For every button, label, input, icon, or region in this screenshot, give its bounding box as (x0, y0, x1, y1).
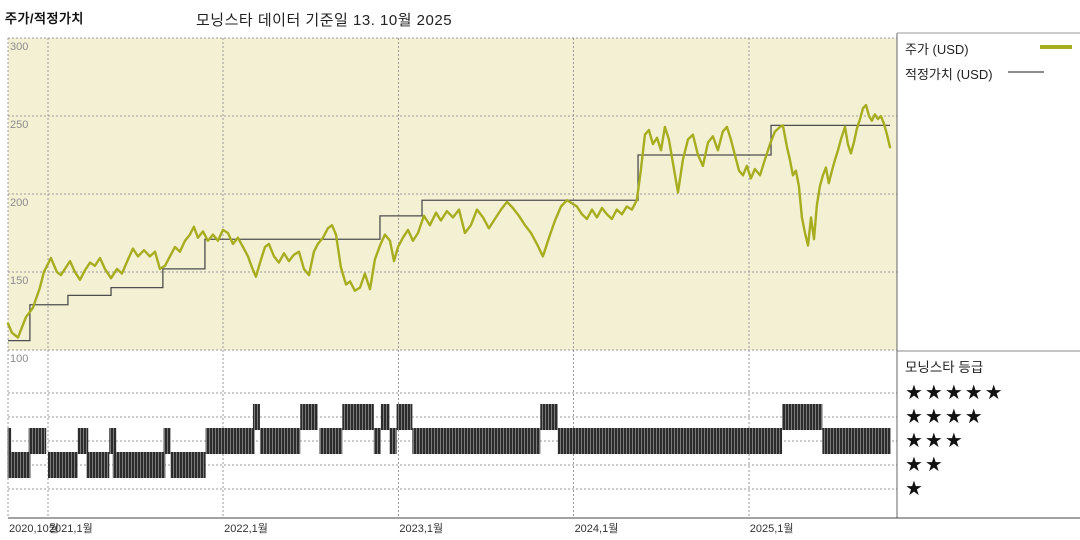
legend-fair-value-label: 적정가치 (USD) (905, 67, 993, 82)
x-axis-label: 2020,10월 (9, 522, 59, 535)
rating-segment-2-star (47, 452, 78, 478)
page-title: 주가/적정가치 (5, 11, 84, 26)
fair-value-line (8, 124, 890, 342)
rating-segment-4-star (396, 404, 413, 430)
rating-segment-3-star (28, 428, 47, 454)
rating-segment-3-star (557, 428, 783, 454)
rating-segment-2-star (170, 452, 206, 478)
y-axis-label: 200 (10, 197, 28, 209)
rating-segment-4-star (782, 404, 823, 430)
rating-segment-3-star (205, 428, 255, 454)
rating-segment-2-star (112, 452, 166, 478)
x-axis-label: 2022,1월 (224, 522, 268, 535)
y-axis-label: 250 (10, 119, 28, 131)
rating-segment-3-star (412, 428, 541, 454)
fair-value-line-swatch (1008, 71, 1044, 73)
rating-panel-title: 모닝스타 등급 (905, 360, 984, 375)
star-row-5: ★★★★★ (905, 382, 1005, 404)
rating-segment-4-star (540, 404, 558, 430)
rating-segment-3-star (77, 428, 89, 454)
legend-price-label: 주가 (USD) (905, 42, 969, 57)
rating-segment-3-star (7, 428, 12, 454)
rating-segment-3-star (822, 428, 891, 454)
x-axis-label: 2025,1월 (750, 522, 794, 535)
rating-segment-4-star (252, 404, 260, 430)
star-row-4: ★★★★ (905, 406, 985, 428)
rating-segment-2-star (7, 452, 31, 478)
rating-segment-3-star (163, 428, 171, 454)
star-row-2: ★★ (905, 454, 945, 476)
rating-segment-3-star (259, 428, 301, 454)
y-axis-label: 300 (10, 41, 28, 53)
chart-subtitle: 모닝스타 데이터 기준일 13. 10월 2025 (196, 12, 453, 29)
rating-segment-3-star (389, 428, 397, 454)
rating-segment-4-star (380, 404, 390, 430)
rating-segment-3-star (319, 428, 343, 454)
x-axis-label: 2021,1월 (49, 522, 93, 535)
star-row-3: ★★★ (905, 430, 965, 452)
rating-segment-3-star (109, 428, 117, 454)
x-axis-label: 2023,1월 (399, 522, 443, 535)
rating-segment-4-star (300, 404, 318, 430)
x-axis-label: 2024,1월 (575, 522, 619, 535)
price-line (6, 103, 892, 339)
y-axis-label: 100 (10, 353, 28, 365)
star-row-1: ★ (905, 478, 925, 500)
price-line-swatch (1040, 45, 1072, 49)
rating-segment-3-star (373, 428, 381, 454)
rating-segment-4-star (342, 404, 374, 430)
rating-segment-2-star (86, 452, 110, 478)
y-axis-label: 150 (10, 275, 28, 287)
